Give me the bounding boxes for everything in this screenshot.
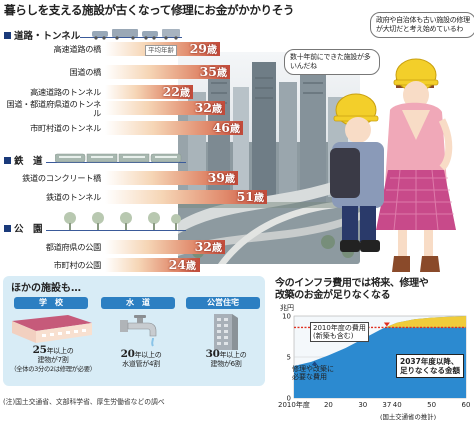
boy-speech-bubble: 数十年前にできた施設が多いんだね [284, 49, 380, 75]
children-illustration [330, 50, 474, 276]
age-bar [105, 258, 200, 272]
age-value: 24歳 [168, 257, 196, 273]
shortfall-area [386, 316, 466, 328]
pointer-triangle-icon [311, 361, 318, 366]
row-label: 鉄道のトンネル [45, 192, 101, 202]
row-label: 高速道路のトンネル [30, 87, 101, 97]
cost-2010-callout: 2010年度の費用 (新築も含む) [310, 322, 369, 342]
housing-caption: 30年以上の 建物が6割 [205, 348, 247, 368]
faucet-icon [118, 314, 162, 352]
chart-source: (国土交通省の推計) [380, 413, 437, 421]
age-bar [105, 65, 230, 79]
age-bar [105, 121, 243, 135]
age-value: 51歳 [236, 189, 264, 205]
age-bar [105, 240, 225, 254]
section-line-parks [46, 230, 186, 232]
age-value: 22歳 [162, 84, 190, 100]
age-value: 29歳 [189, 41, 217, 57]
y-tick-label: 10 [282, 313, 291, 321]
section-title-rail: 鉄 道 [4, 153, 43, 167]
trees-icon [62, 211, 182, 235]
section-line-roads [80, 37, 182, 39]
y-tick-label: 0 [287, 395, 291, 403]
section-title-parks: 公 園 [4, 221, 43, 235]
age-value: 39歳 [207, 170, 235, 186]
x-tick-label: 50 [427, 401, 436, 409]
section-square-icon [4, 225, 11, 232]
age-bar [105, 171, 238, 185]
section-square-icon [4, 32, 11, 39]
average-age-tag: 平均年齢 [145, 45, 177, 56]
school-building-icon [8, 313, 96, 349]
age-bar [105, 101, 225, 115]
x-tick-label: 30 [358, 401, 367, 409]
age-value: 32歳 [194, 100, 222, 116]
page-title: 暮らしを支える施設が古くなって修理にお金がかかりそう [4, 3, 295, 17]
water-caption: 20年以上の 水道管が4割 [120, 348, 162, 368]
section-square-icon [4, 157, 11, 164]
row-label: 市町村の公園 [53, 260, 102, 270]
row-label: 市町村道のトンネル [30, 123, 101, 133]
y-tick-label: 5 [287, 354, 291, 362]
boy-figure [330, 93, 384, 252]
x-tick-label: 2010年度 [278, 400, 310, 409]
age-bar [105, 85, 193, 99]
girl-figure [376, 58, 456, 272]
x-tick-label: 60 [462, 401, 471, 409]
shortfall-callout: 2037年度以降、 足りなくなる金額 [396, 354, 464, 378]
school-caption: 25年以上の 建物が7割 （全体の3分の2は修理が必要） [10, 344, 96, 373]
apartment-building-icon [210, 312, 240, 356]
age-value: 46歳 [212, 120, 240, 136]
required-cost-callout: 修理や改築に 必要な費用 [292, 365, 334, 381]
marker-triangle-icon [383, 322, 390, 327]
row-label: 国道の橋 [69, 67, 101, 77]
x-tick-label: 40 [393, 401, 402, 409]
x-tick-label: 20 [324, 401, 333, 409]
train-icon [54, 149, 185, 168]
age-bar [105, 190, 267, 204]
facility-tab-school: 学 校 [14, 297, 88, 309]
age-value: 35歳 [199, 64, 227, 80]
row-label: 鉄道のコンクリート橋 [22, 173, 101, 183]
section-title-roads: 道路・トンネル [4, 28, 80, 42]
other-facilities-title: ほかの施設も… [11, 283, 81, 294]
section-line-rail [46, 162, 186, 164]
girl-speech-bubble: 政府や自治体も古い施設の修理が大切だと考え始めているわ [370, 12, 474, 38]
row-label: 都道府県の公園 [45, 242, 102, 252]
row-label: 国道・都道府県道のトンネル [6, 99, 102, 118]
x-tick-label: 37 [382, 401, 391, 409]
facility-tab-housing: 公営住宅 [186, 297, 260, 309]
age-value: 32歳 [194, 239, 222, 255]
y-unit-label: 兆円 [280, 304, 294, 312]
vehicles-icon [92, 25, 182, 44]
chart-title: 今のインフラ費用では将来、修理や 改築のお金が足りなくなる [275, 278, 429, 301]
source-note: (注)国土交通省、文部科学省、厚生労働省などの調べ [3, 398, 165, 406]
row-label: 高速道路の橋 [53, 44, 102, 54]
facility-tab-water: 水 道 [101, 297, 175, 309]
